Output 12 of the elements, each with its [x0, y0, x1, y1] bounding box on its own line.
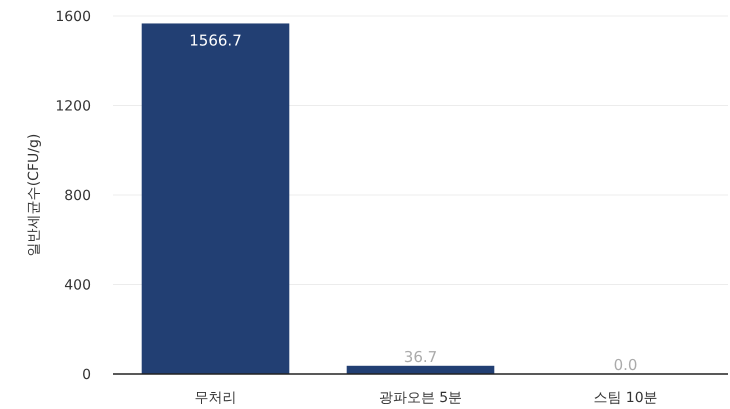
x-tick-label: 광파오븐 5분: [378, 390, 462, 406]
y-tick-label: 400: [64, 278, 91, 294]
x-tick-label: 스팀 10분: [593, 390, 658, 406]
data-label: 0.0: [614, 356, 638, 374]
y-tick-label: 800: [64, 188, 91, 204]
y-tick-label: 0: [82, 367, 91, 383]
x-tick-label: 무처리: [194, 390, 236, 406]
y-tick-label: 1200: [55, 98, 91, 114]
data-label: 36.7: [404, 348, 438, 366]
y-axis-title: 일반세균수(CFU/g): [26, 134, 42, 256]
data-label: 1566.7: [189, 31, 242, 50]
y-tick-label: 1600: [55, 9, 91, 25]
